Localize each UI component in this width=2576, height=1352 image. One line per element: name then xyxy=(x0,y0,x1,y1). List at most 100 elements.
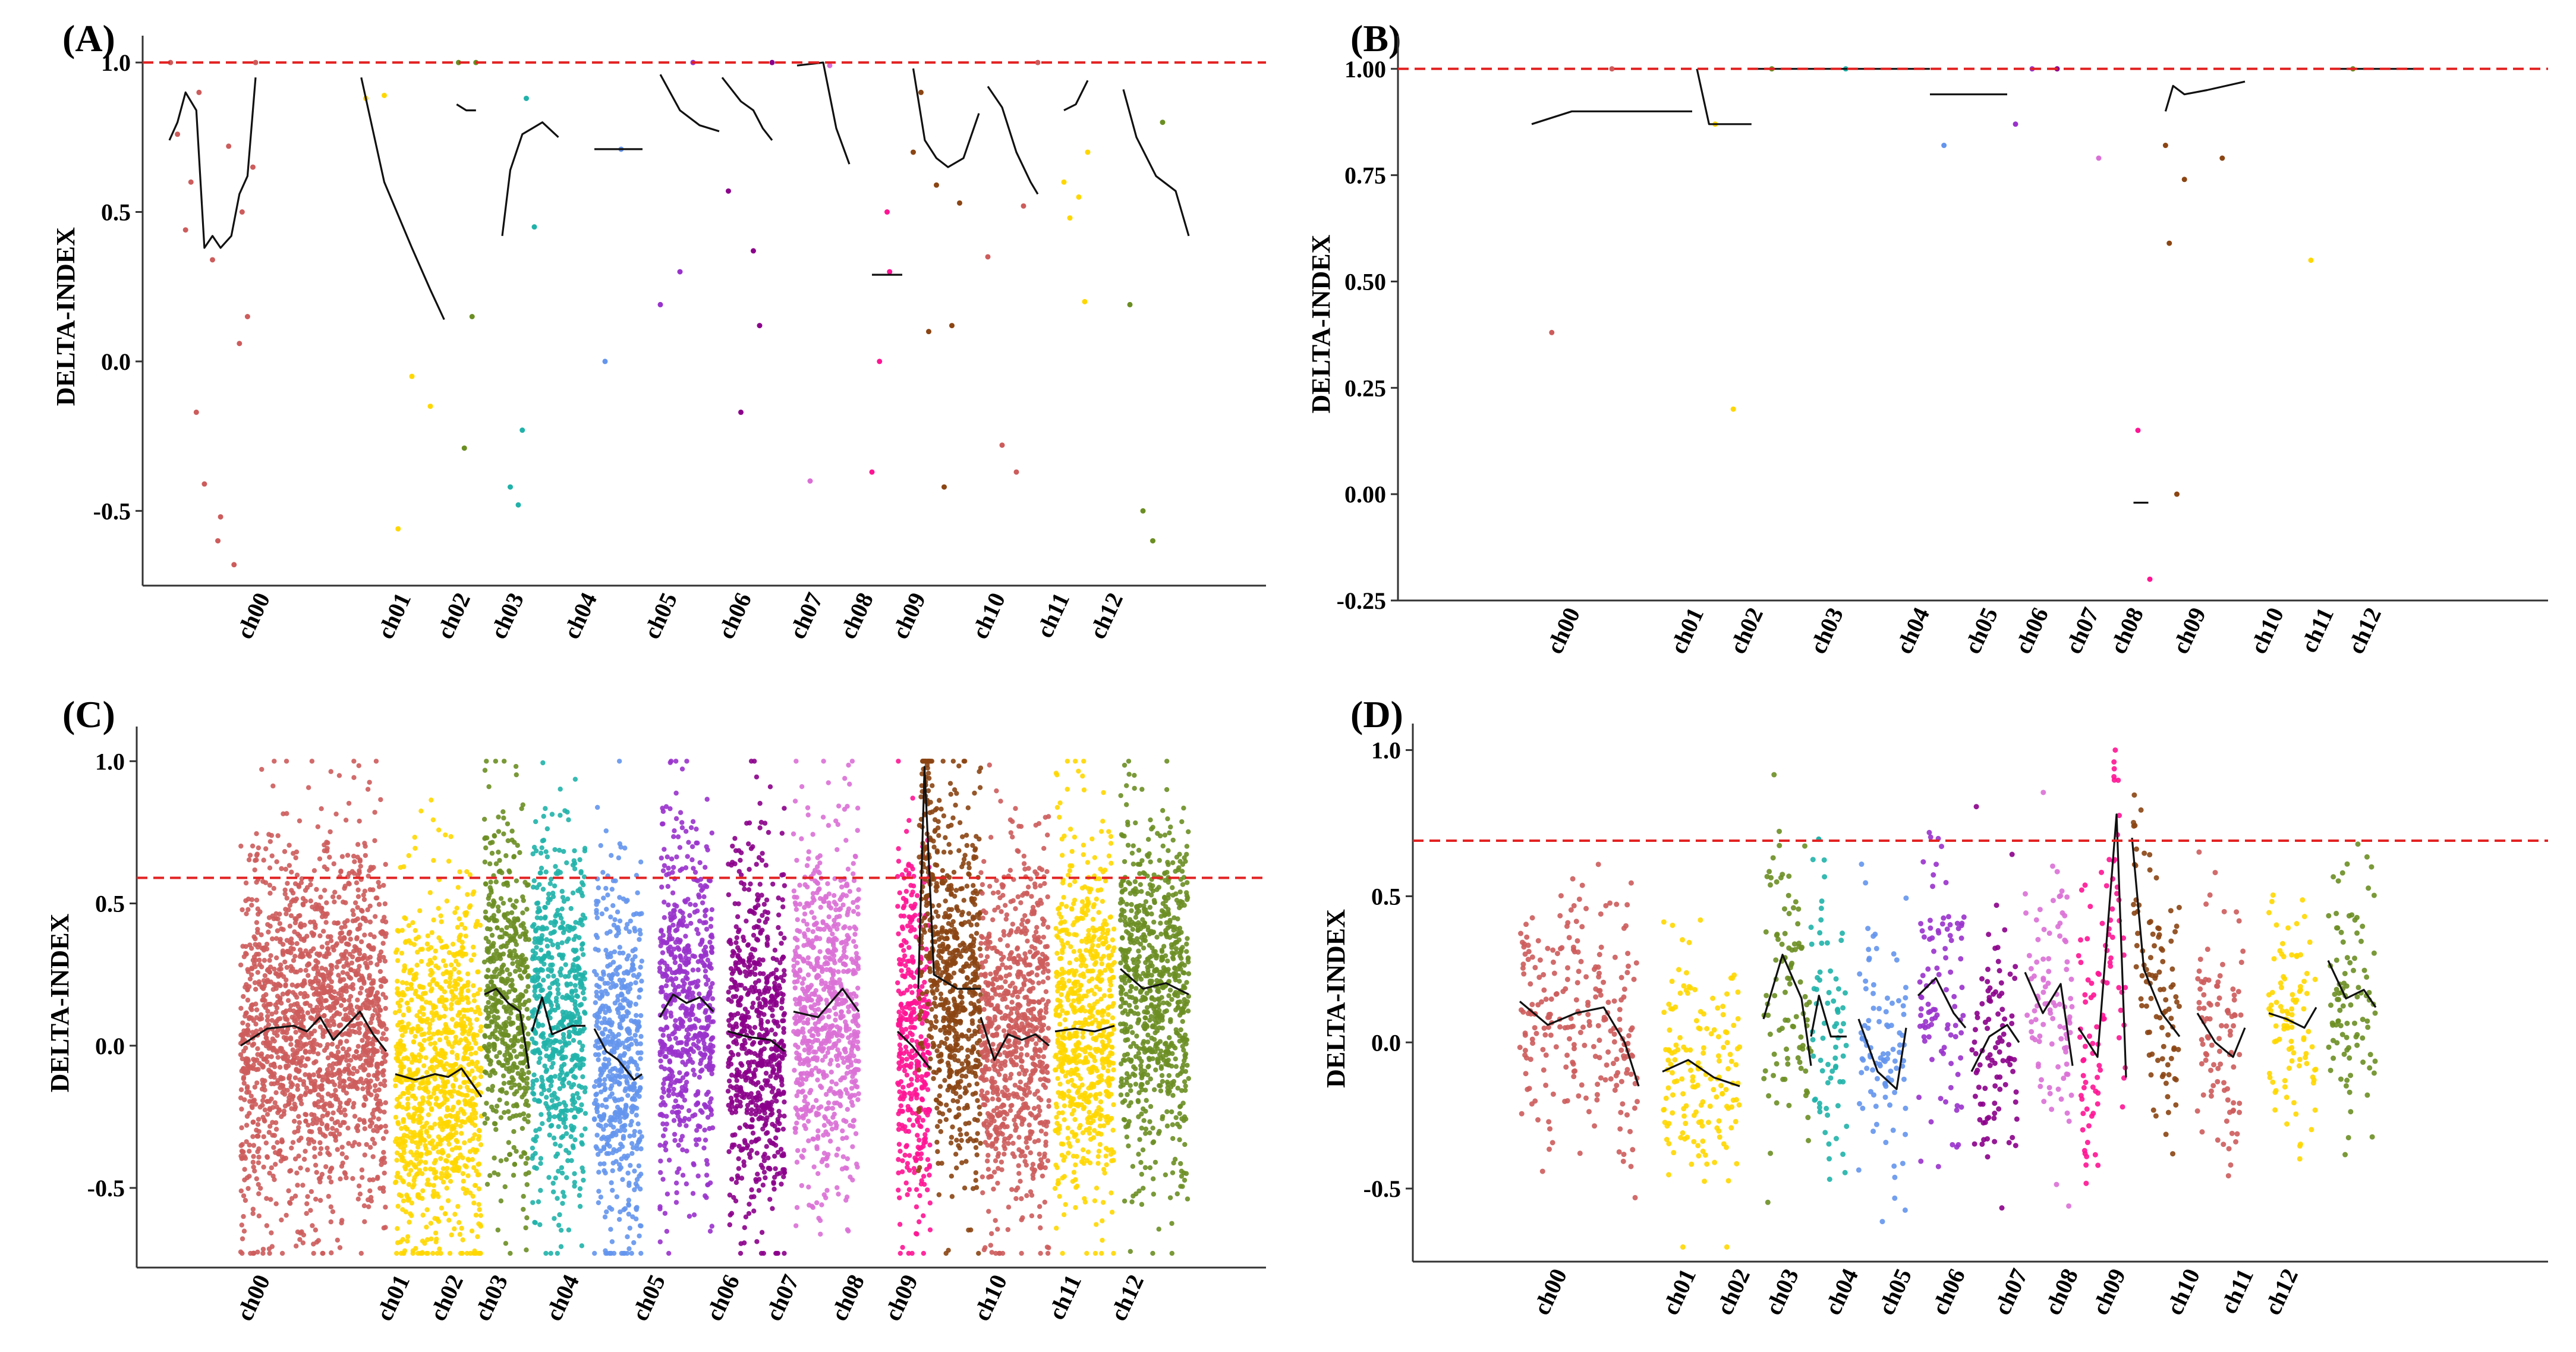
data-point xyxy=(298,1035,303,1040)
data-point xyxy=(560,1017,566,1023)
data-point xyxy=(525,1041,531,1046)
data-point xyxy=(256,1117,262,1122)
data-point xyxy=(556,847,562,853)
data-point xyxy=(449,962,454,968)
data-point xyxy=(345,853,351,858)
data-point xyxy=(443,832,448,838)
data-point xyxy=(483,881,489,886)
data-point xyxy=(396,1008,402,1014)
data-point xyxy=(269,936,275,942)
data-point xyxy=(377,1020,383,1026)
data-point xyxy=(399,927,405,933)
data-point xyxy=(294,1067,299,1072)
data-point xyxy=(533,1150,538,1156)
data-point xyxy=(264,1014,270,1019)
data-point xyxy=(409,373,415,379)
data-point xyxy=(357,818,362,824)
data-point xyxy=(315,824,321,829)
data-point xyxy=(555,1151,560,1157)
data-point xyxy=(382,1160,388,1165)
data-point xyxy=(377,1108,383,1114)
data-point xyxy=(500,900,506,906)
data-point xyxy=(918,89,924,95)
data-point xyxy=(313,922,318,927)
data-point xyxy=(330,1061,336,1067)
data-point xyxy=(499,927,505,933)
data-point xyxy=(414,1140,419,1146)
data-point xyxy=(281,974,286,979)
data-point xyxy=(548,1083,554,1089)
data-point xyxy=(383,1205,388,1210)
data-point xyxy=(314,904,320,910)
data-point xyxy=(392,1180,398,1186)
data-point xyxy=(494,918,499,923)
data-point xyxy=(529,1036,535,1042)
x-tick-label: ch02 xyxy=(1724,603,1769,658)
data-point xyxy=(477,1046,483,1051)
data-point xyxy=(369,1092,374,1098)
data-point xyxy=(372,810,377,815)
data-point xyxy=(542,916,548,921)
data-point xyxy=(275,916,281,922)
data-point xyxy=(411,1182,417,1187)
x-tick-label: ch06 xyxy=(713,589,757,643)
data-point xyxy=(290,990,296,995)
data-point xyxy=(240,1236,245,1241)
data-point xyxy=(598,1194,604,1200)
data-point xyxy=(428,945,434,950)
data-point xyxy=(345,941,351,947)
data-point xyxy=(638,1050,644,1055)
data-point xyxy=(436,1015,442,1021)
data-point xyxy=(634,1013,639,1018)
data-point xyxy=(597,1007,603,1013)
data-point xyxy=(410,1073,415,1078)
data-point xyxy=(544,826,550,832)
data-point xyxy=(341,977,347,982)
data-point xyxy=(286,1188,291,1194)
data-point xyxy=(493,1127,499,1132)
data-point xyxy=(669,856,675,861)
data-point xyxy=(511,1048,517,1054)
data-point xyxy=(623,926,629,931)
data-point xyxy=(293,1029,298,1035)
data-point xyxy=(564,1175,569,1180)
data-point xyxy=(577,981,583,986)
data-point xyxy=(320,1077,325,1083)
data-point xyxy=(289,1106,294,1111)
data-point xyxy=(369,1198,374,1204)
data-point xyxy=(346,800,352,806)
data-point xyxy=(246,1089,252,1095)
data-point xyxy=(596,984,602,990)
data-point xyxy=(459,1225,464,1231)
data-point xyxy=(240,1020,245,1026)
data-point xyxy=(553,913,558,919)
data-point xyxy=(546,951,551,957)
data-point xyxy=(443,963,448,969)
data-point xyxy=(323,967,329,972)
data-point xyxy=(284,1035,289,1041)
data-point xyxy=(468,1021,473,1027)
data-point xyxy=(505,917,511,923)
data-point xyxy=(690,1191,696,1196)
data-point xyxy=(246,857,252,863)
data-point xyxy=(297,1120,302,1125)
data-point xyxy=(405,1056,411,1062)
data-point xyxy=(512,840,517,845)
data-point xyxy=(610,1160,616,1166)
data-point xyxy=(538,1156,544,1161)
data-point xyxy=(334,964,339,970)
data-point xyxy=(464,911,469,917)
data-point xyxy=(703,1103,708,1108)
data-point xyxy=(673,976,679,982)
data-point xyxy=(602,1016,607,1021)
data-point xyxy=(472,1183,478,1188)
data-point xyxy=(492,1170,497,1175)
data-point xyxy=(632,1128,638,1134)
data-point xyxy=(476,1202,481,1208)
data-point xyxy=(520,894,525,900)
data-point xyxy=(464,1084,470,1090)
data-point xyxy=(408,940,414,946)
data-point xyxy=(473,924,478,929)
data-point xyxy=(348,1023,353,1029)
data-point xyxy=(703,1193,708,1199)
